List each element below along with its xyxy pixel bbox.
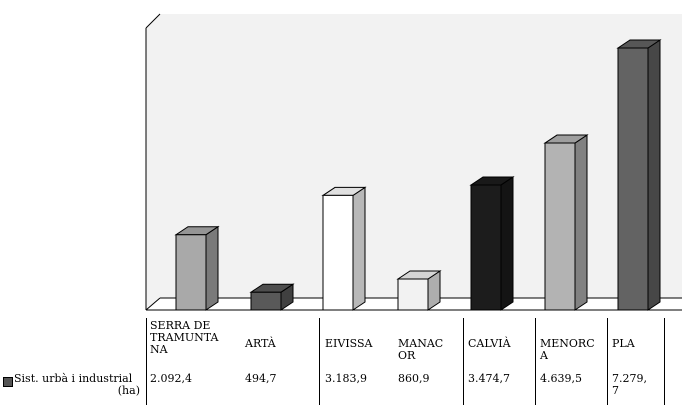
category-label: MENORC A [540, 337, 595, 362]
table-divider [535, 318, 536, 405]
bar [322, 194, 354, 311]
bar [397, 278, 429, 311]
table-divider [664, 318, 665, 405]
bar [250, 291, 282, 311]
category-label: CALVIÀ [468, 337, 511, 350]
floor-left-edge [145, 297, 161, 311]
data-value-label: 2.092,4 [150, 372, 192, 385]
category-label: MANAC OR [398, 337, 444, 362]
data-value-label: 860,9 [398, 372, 430, 385]
category-label: SERRA DE TRAMUNTA NA [150, 319, 219, 356]
table-divider [319, 318, 320, 405]
legend-name: Sist. urbà i industrial [14, 372, 133, 385]
bar-side [205, 225, 219, 311]
bar-chart [145, 13, 682, 318]
category-label: ARTÀ [245, 337, 276, 350]
table-divider [607, 318, 608, 405]
table-divider [146, 318, 147, 405]
data-value-label: 494,7 [245, 372, 277, 385]
legend-unit: (ha) [117, 384, 140, 397]
data-value-label: 3.474,7 [468, 372, 510, 385]
data-value-label: 4.639,5 [540, 372, 582, 385]
legend-swatch [3, 377, 13, 387]
bar-side [647, 39, 661, 311]
bar-side [500, 176, 514, 311]
bars-group [174, 39, 662, 311]
data-value-label: 3.183,9 [325, 372, 367, 385]
category-label: EIVISSA [325, 337, 373, 350]
bar [470, 184, 502, 311]
table-divider [463, 318, 464, 405]
bar-side [352, 186, 366, 311]
legend-label: Sist. urbà i industrial (ha) [14, 373, 154, 397]
bar [544, 142, 576, 311]
back-wall-top-edge [145, 13, 161, 29]
bar-side [574, 134, 588, 311]
bar [175, 234, 207, 311]
bar [617, 47, 649, 311]
data-value-label: 7.279, 7 [612, 372, 647, 397]
category-label: PLA [612, 337, 635, 350]
data-table: SERRA DE TRAMUNTA NA ARTÀ EIVISSA MANAC OR C… [0, 318, 682, 405]
